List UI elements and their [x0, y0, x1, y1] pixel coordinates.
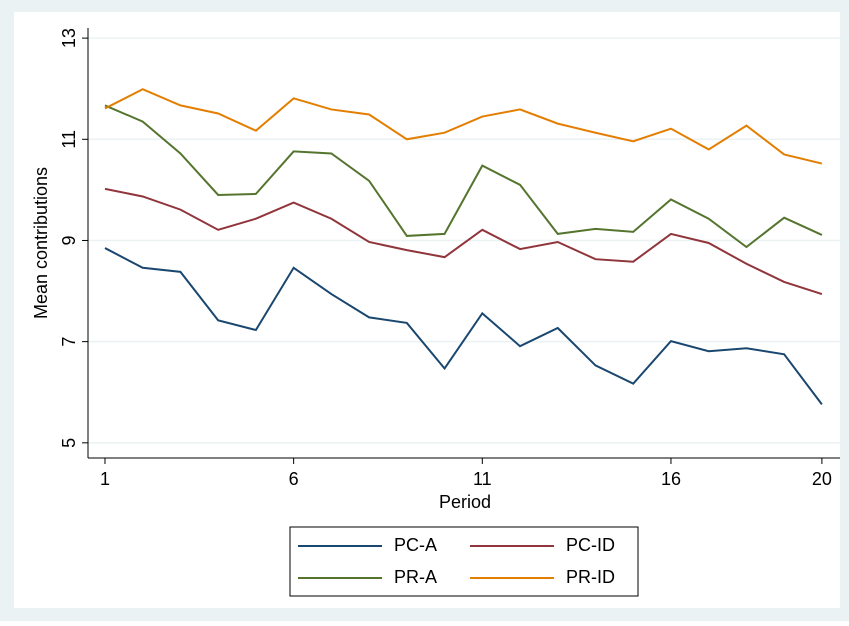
x-axis-label: Period — [439, 492, 491, 512]
y-axis-label: Mean contributions — [31, 167, 51, 319]
legend-box — [289, 526, 639, 597]
x-tick-label: 20 — [812, 469, 832, 489]
x-tick-label: 6 — [289, 469, 299, 489]
legend-label: PR-A — [394, 567, 437, 587]
series-line — [104, 247, 823, 405]
series-line — [104, 104, 823, 249]
y-tick-label: 9 — [59, 235, 79, 245]
plot-region — [14, 12, 840, 608]
x-tick-label: 1 — [100, 469, 110, 489]
y-tick-label: 11 — [59, 130, 79, 149]
y-tick-label: 13 — [59, 28, 79, 48]
y-tick-label: 5 — [59, 438, 79, 448]
series-line — [104, 88, 823, 165]
legend-label: PC-ID — [566, 535, 615, 555]
y-tick-label: 7 — [59, 337, 79, 347]
x-tick-label: 11 — [473, 469, 492, 489]
legend-label: PR-ID — [566, 567, 615, 587]
series-line — [104, 187, 823, 296]
x-tick-label: 16 — [661, 469, 681, 489]
legend-label: PC-A — [394, 535, 437, 555]
